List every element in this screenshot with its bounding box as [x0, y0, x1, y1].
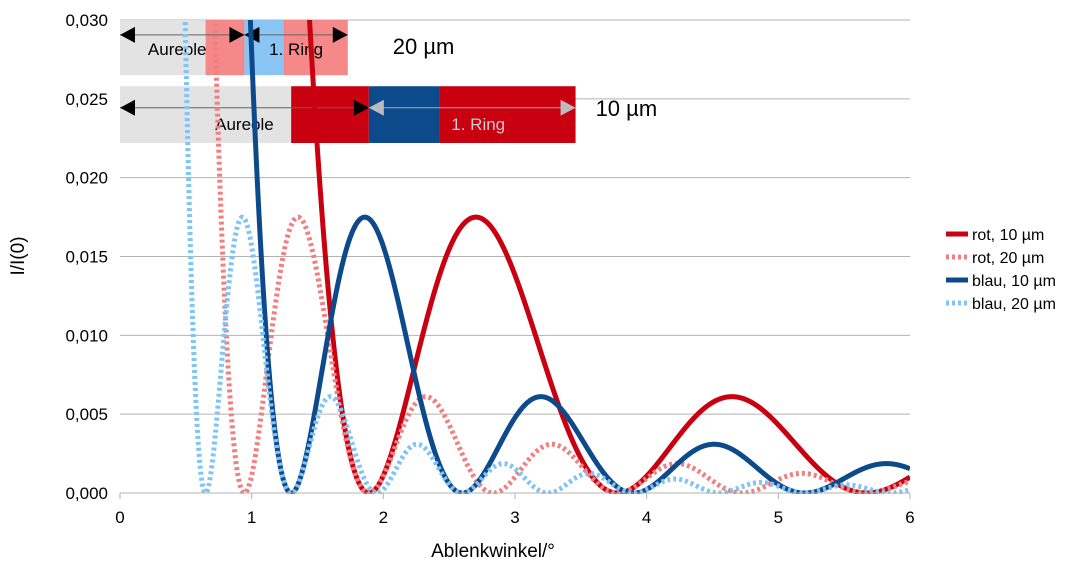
legend: rot, 10 µm rot, 20 µm blau, 10 µm blau, 20 … [946, 227, 1056, 313]
series-line-0 [307, 20, 910, 494]
y-tick-label: 0,030 [65, 11, 108, 30]
y-tick-label: 0,020 [65, 169, 108, 188]
legend-label: blau, 10 µm [972, 273, 1056, 290]
series-line-3 [182, 20, 910, 494]
x-tick-label: 4 [642, 508, 651, 527]
annotation-bands: Aureole 1. Ring 20 µm Aureole 1. Ring 10 µm [120, 20, 657, 143]
arrow-head-right [229, 26, 245, 43]
x-tick-label: 1 [247, 508, 256, 527]
y-tick-label: 0,010 [65, 326, 108, 345]
band-size-label: 20 µm [393, 34, 455, 59]
ring-label: 1. Ring [269, 40, 323, 59]
y-tick-label: 0,025 [65, 90, 108, 109]
x-axis-label: Ablenkwinkel/° [431, 541, 555, 562]
legend-label: blau, 20 µm [972, 296, 1056, 313]
arrow-head-left [368, 99, 384, 116]
y-tick-label: 0,015 [65, 248, 108, 267]
plot-area [182, 20, 910, 494]
x-tick-label: 2 [379, 508, 388, 527]
legend-label: rot, 10 µm [972, 227, 1044, 244]
band-block [291, 86, 369, 143]
x-tick-label: 0 [115, 508, 124, 527]
x-tick-label: 5 [774, 508, 783, 527]
arrow-head-left [120, 99, 135, 116]
band-0: Aureole 1. Ring 20 µm [120, 20, 455, 76]
x-tick-label: 6 [905, 508, 914, 527]
aureole-label: Aureole [215, 115, 274, 134]
x-tick-label: 3 [510, 508, 519, 527]
arrow-head-right [332, 26, 348, 43]
band-size-label: 10 µm [596, 96, 658, 121]
arrow-head-right [353, 99, 369, 116]
band-1: Aureole 1. Ring 10 µm [120, 86, 657, 143]
arrow-head-right [560, 99, 576, 116]
y-axis-ticks: 0,000 0,005 0,010 0,015 0,020 0,025 0,030 [65, 11, 108, 503]
arrow-head-left [120, 26, 135, 43]
aureole-label: Aureole [148, 40, 207, 59]
y-axis-label: I/I(0) [8, 236, 29, 275]
y-tick-label: 0,000 [65, 484, 108, 503]
gridlines [120, 19, 910, 415]
legend-label: rot, 20 µm [972, 250, 1044, 267]
x-axis-ticks: 0 1 2 3 4 5 6 [115, 493, 915, 527]
band-block [439, 86, 576, 143]
band-block [368, 86, 440, 143]
y-tick-label: 0,005 [65, 405, 108, 424]
band-block [120, 86, 292, 143]
band-block [205, 20, 245, 76]
ring-label: 1. Ring [451, 115, 505, 134]
